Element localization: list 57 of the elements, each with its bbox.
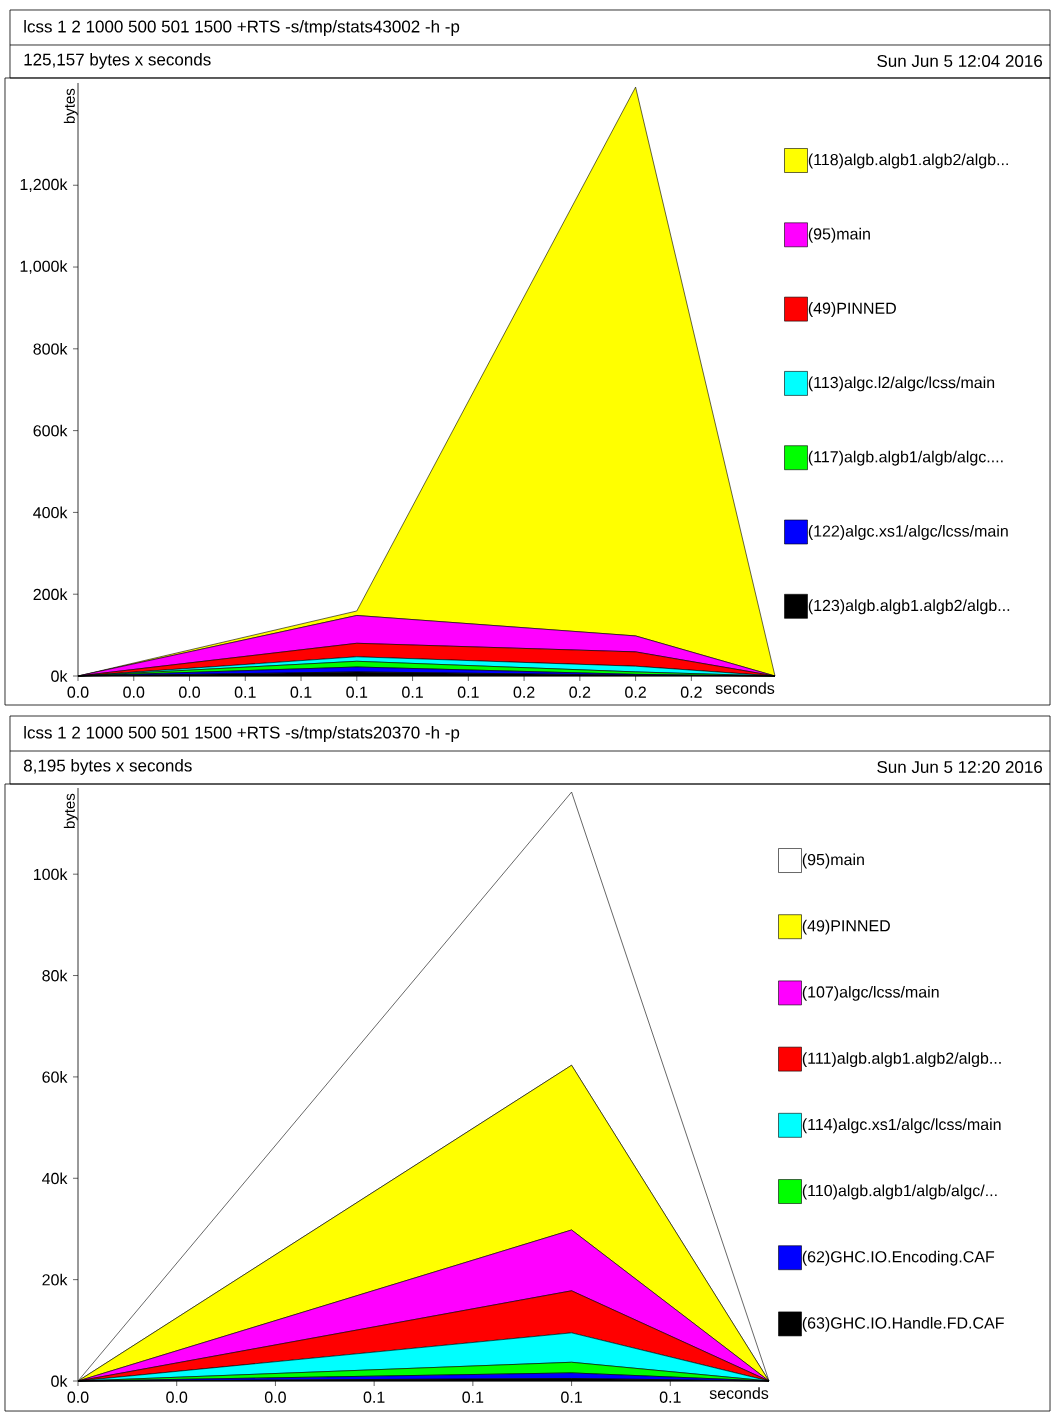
- x-tick-label: 0.0: [67, 686, 89, 698]
- x-tick-label: 0.0: [264, 1391, 286, 1403]
- chart-subtitle: 8,195 bytes x seconds: [23, 759, 192, 775]
- x-tick-label: 0.0: [123, 686, 145, 698]
- chart-title: lcss 1 2 1000 500 501 1500 +RTS -s/tmp/stats20370 -h -p: [24, 726, 460, 742]
- x-tick-label: 0.2: [513, 686, 535, 698]
- x-tick-label: 0.1: [659, 1391, 681, 1403]
- legend-label: (117)algb.algb1/algb/algc....: [808, 450, 1003, 466]
- legend-label: (122)algc.xs1/algc/lcss/main: [808, 525, 1008, 540]
- legend-label: (95)main: [808, 227, 870, 243]
- legend-label: (114)algc.xs1/algc/lcss/main: [802, 1118, 1001, 1134]
- y-tick-label: 0k: [51, 670, 68, 682]
- y-tick-label: 0k: [51, 1375, 68, 1387]
- y-tick-label: 400k: [33, 506, 68, 519]
- y-tick-label: 200k: [33, 588, 68, 601]
- x-axis-title: seconds: [715, 682, 775, 694]
- legend-label: (95)main: [802, 853, 864, 869]
- legend-label: (62)GHC.IO.Encoding.CAF: [802, 1250, 995, 1266]
- text: Sun Jun 5 12:20 2016: [877, 760, 1043, 774]
- legend-label: (49)PINNED: [802, 919, 890, 935]
- x-tick-label: 0.1: [561, 1391, 582, 1403]
- legend-label: (113)algc.l2/algc/lcss/main: [808, 376, 995, 392]
- y-tick-label: 1,200k: [20, 178, 68, 193]
- y-tick-label: 100k: [33, 868, 68, 881]
- y-tick-label: 600k: [33, 424, 68, 437]
- x-tick-label: 0.1: [457, 686, 479, 698]
- text: Sun Jun 5 12:04 2016: [877, 54, 1043, 68]
- y-tick-label: 40k: [42, 1172, 68, 1185]
- y-axis-title: bytes: [63, 793, 78, 829]
- legend-label: (107)algc/lcss/main: [802, 985, 939, 1001]
- chart-title: lcss 1 2 1000 500 501 1500 +RTS -s/tmp/stats43002 -h -p: [24, 20, 460, 36]
- x-tick-label: 0.1: [462, 1391, 484, 1403]
- x-tick-label: 0.0: [179, 686, 201, 698]
- x-tick-label: 0.1: [234, 686, 256, 698]
- legend-label: (118)algb.algb1.algb2/algb...: [808, 153, 1008, 169]
- legend-label: (63)GHC.IO.Handle.FD.CAF: [802, 1316, 1004, 1332]
- y-tick-label: 80k: [42, 969, 68, 982]
- x-tick-label: 0.1: [363, 1391, 385, 1403]
- x-tick-label: 0.0: [166, 1391, 188, 1403]
- legend-label: (49)PINNED: [808, 302, 896, 318]
- y-tick-label: 800k: [33, 342, 68, 355]
- x-tick-label: 0.2: [569, 686, 591, 698]
- y-tick-label: 20k: [42, 1273, 68, 1286]
- legend-label: (110)algb.algb1/algb/algc/...: [802, 1184, 997, 1200]
- y-axis-title: bytes: [63, 88, 78, 124]
- x-tick-label: 0.2: [625, 686, 646, 698]
- x-tick-label: 0.1: [290, 686, 312, 698]
- x-tick-label: 0.1: [346, 686, 368, 698]
- x-axis-title: seconds: [709, 1387, 769, 1399]
- x-tick-label: 0.1: [402, 686, 423, 698]
- x-tick-label: 0.2: [680, 686, 702, 698]
- y-tick-label: 1,000k: [20, 260, 68, 274]
- x-tick-label: 0.0: [67, 1391, 89, 1403]
- chart-subtitle: 125,157 bytes x seconds: [24, 53, 211, 69]
- y-tick-label: 60k: [42, 1071, 68, 1083]
- legend-label: (123)algb.algb1.algb2/algb...: [808, 599, 1010, 615]
- legend-label: (111)algb.algb1.algb2/algb...: [802, 1052, 1001, 1068]
